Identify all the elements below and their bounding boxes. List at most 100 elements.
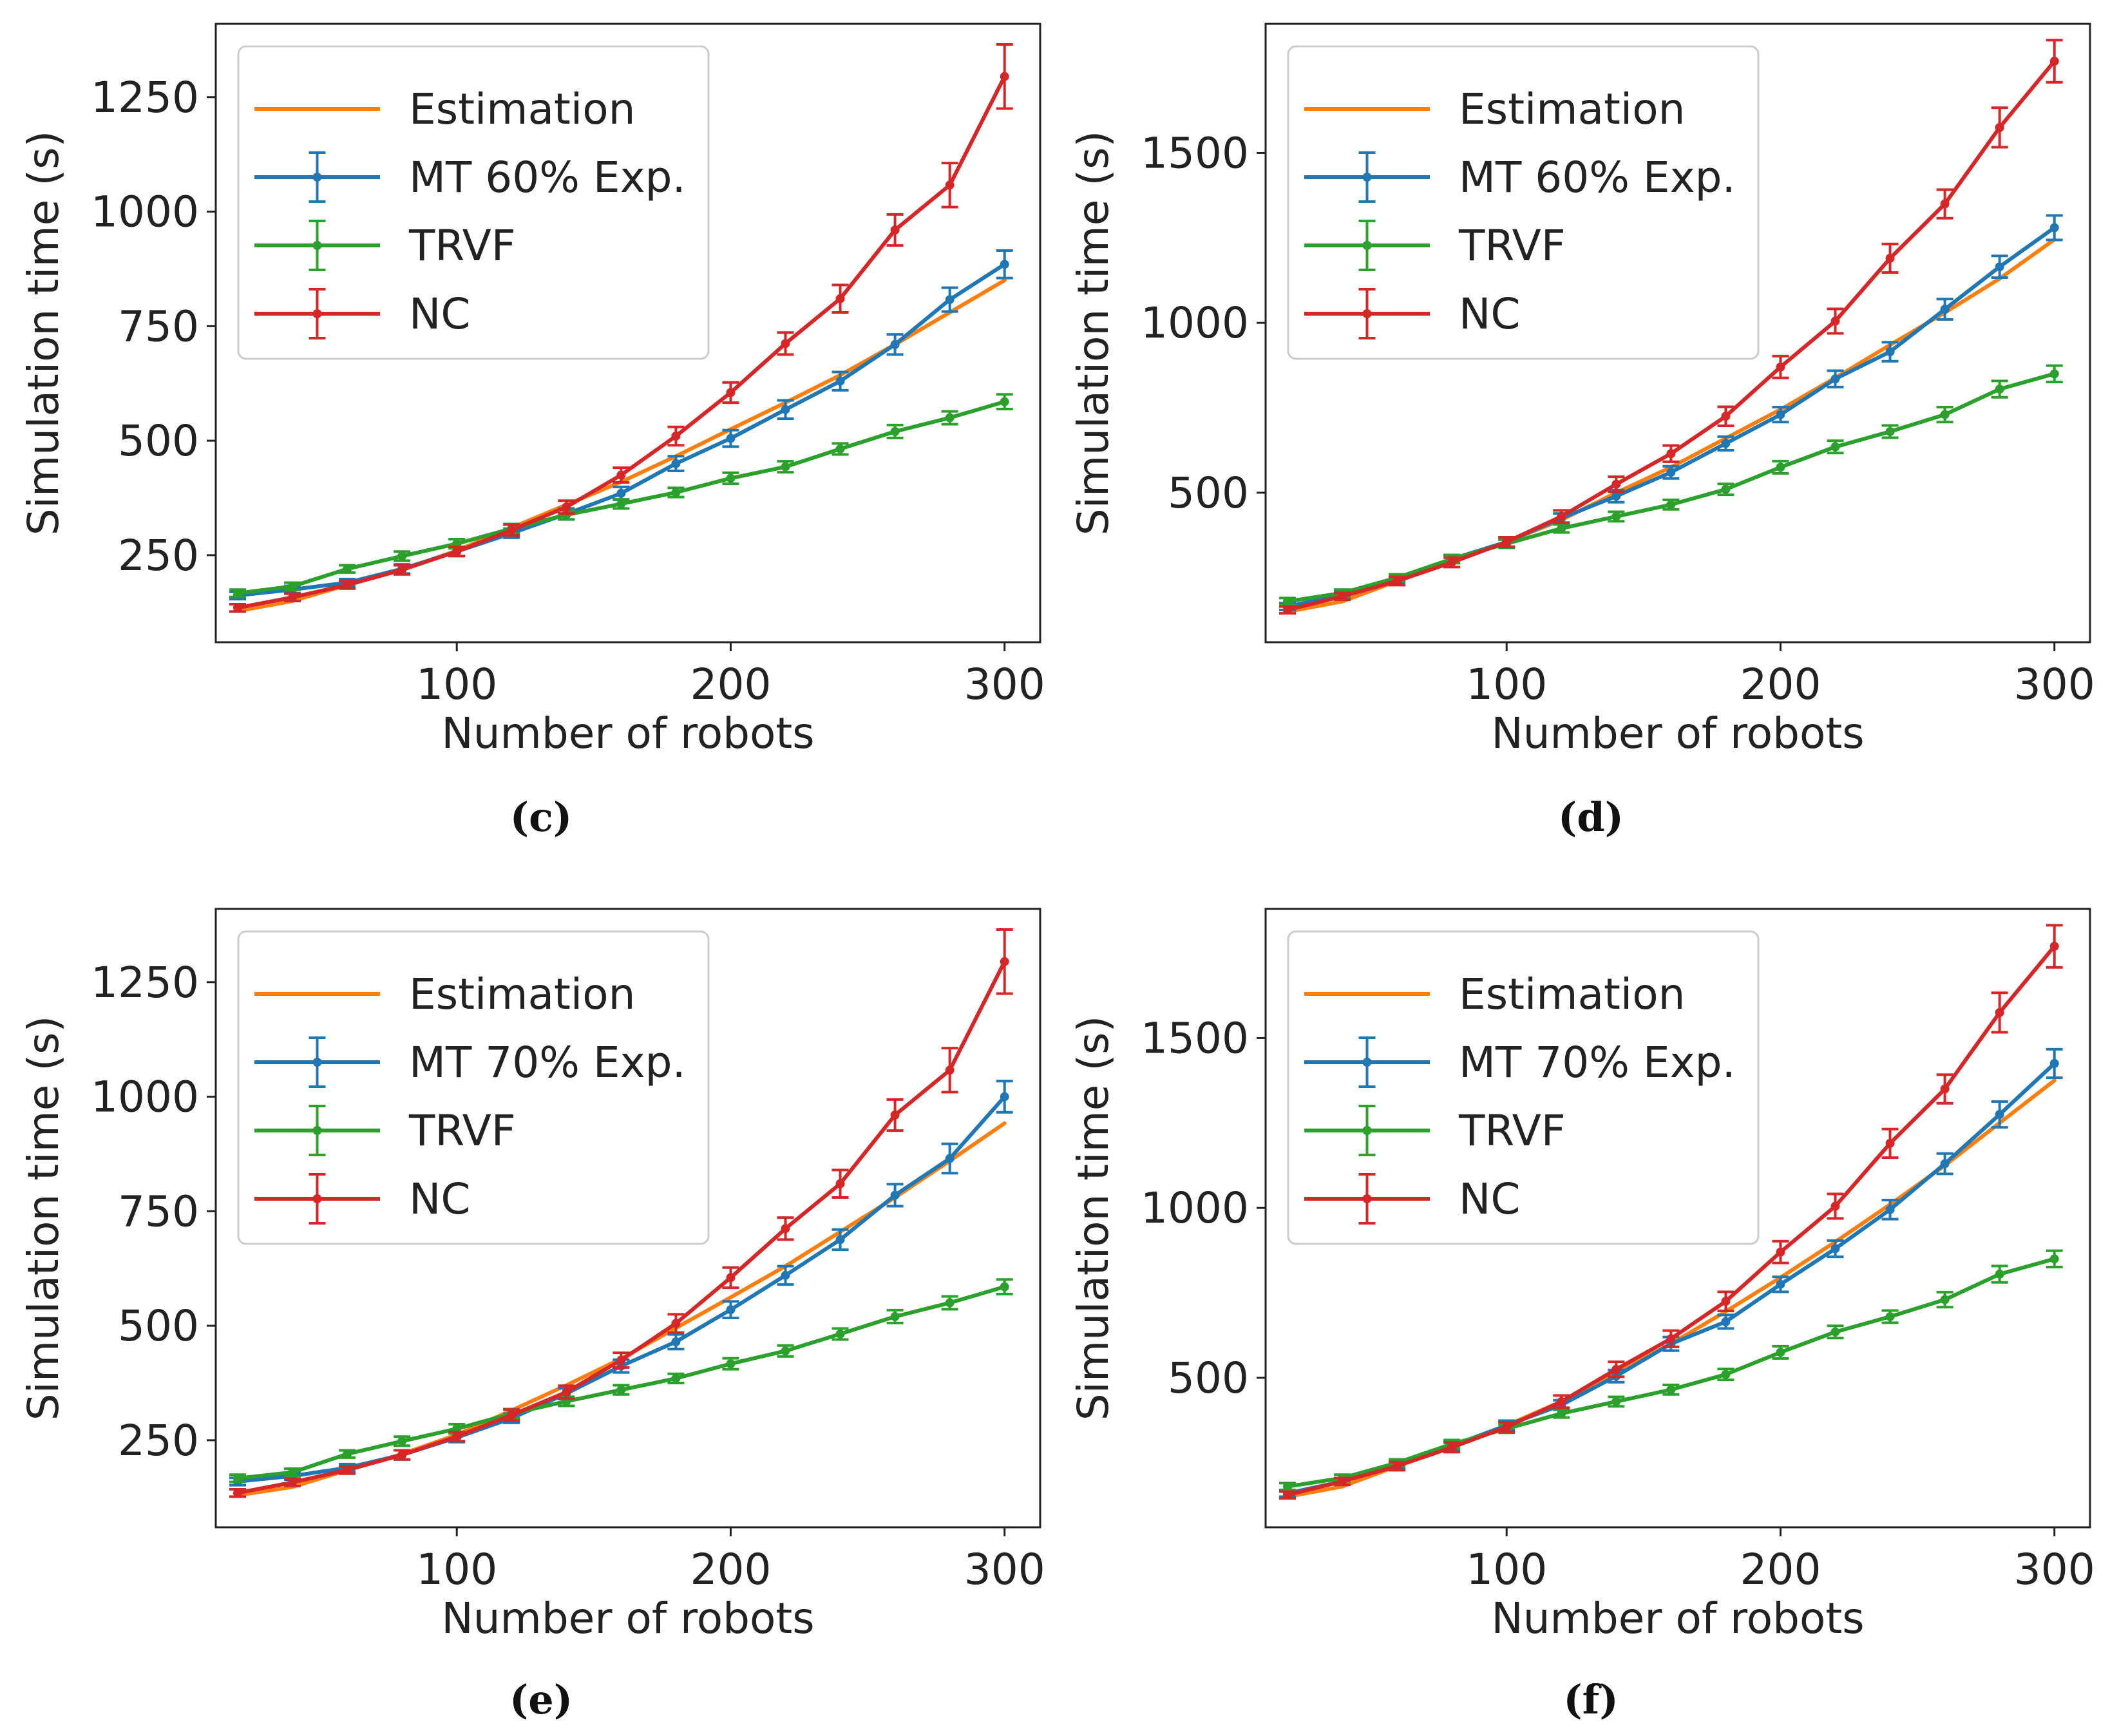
chart-panel-3: 100 200 300 250 500 750 1000 1250 Number of robo…: [19, 908, 1045, 1723]
legend-swatch-marker: [1362, 241, 1372, 250]
chart-panel-1: 100 200 300 250 500 750 1000 1250 Number of robo…: [19, 23, 1045, 841]
legend-label: TRVF: [1458, 221, 1566, 271]
legend: Estimation MT 60% Exp. TRVF NC: [1287, 45, 1760, 360]
data-point: [1940, 1295, 1950, 1304]
y-tick-label: 500: [1168, 468, 1249, 518]
legend-swatch-marker: [1362, 1194, 1372, 1203]
legend-swatch-marker: [312, 1194, 322, 1203]
data-point: [1885, 253, 1895, 263]
x-tick-label: 300: [2014, 1545, 2095, 1594]
data-point: [1885, 1312, 1895, 1321]
data-point: [1995, 1007, 2004, 1017]
data-point: [781, 405, 790, 414]
y-tick-label: 1000: [91, 1073, 199, 1122]
data-point: [343, 1449, 352, 1459]
data-point: [1666, 1385, 1676, 1395]
x-axis-title: Number of robots: [441, 1594, 814, 1643]
data-point: [616, 499, 626, 509]
legend-label: TRVF: [1458, 1106, 1566, 1156]
x-tick-label: 100: [1466, 1545, 1547, 1594]
data-point: [1611, 1364, 1621, 1374]
data-point: [507, 525, 517, 535]
data-point: [616, 1355, 626, 1365]
data-point: [1830, 1327, 1840, 1337]
data-point: [726, 473, 736, 483]
data-point: [1721, 484, 1731, 494]
data-point: [1000, 1282, 1009, 1292]
data-point: [1502, 1422, 1512, 1432]
data-point: [726, 1273, 736, 1283]
y-tick-label: 750: [118, 1187, 199, 1236]
data-point: [1666, 500, 1676, 510]
data-point: [1995, 1110, 2004, 1120]
legend-swatch-marker: [1362, 1058, 1372, 1067]
x-tick-label: 300: [964, 1545, 1045, 1594]
data-point: [1995, 122, 2004, 132]
x-tick-label: 100: [416, 1545, 497, 1594]
data-point: [781, 462, 790, 472]
data-point: [945, 295, 955, 305]
y-axis-title: Simulation time (s): [19, 131, 68, 536]
data-point: [1392, 1462, 1402, 1471]
data-point: [1338, 591, 1347, 601]
data-point: [616, 470, 626, 480]
data-point: [671, 432, 681, 441]
x-tick-label: 300: [964, 660, 1045, 709]
data-point: [1885, 347, 1895, 357]
legend-swatch-marker: [312, 241, 322, 250]
data-point: [343, 1465, 352, 1475]
data-point: [1830, 1201, 1840, 1211]
data-point: [1776, 1279, 1785, 1289]
data-point: [343, 564, 352, 574]
data-point: [1557, 1409, 1566, 1418]
data-point: [1000, 72, 1009, 81]
y-axis-title: Simulation time (s): [19, 1016, 68, 1421]
data-point: [1283, 1482, 1293, 1491]
data-point: [1885, 1138, 1895, 1148]
data-point: [452, 1432, 462, 1442]
panel-caption: (c): [510, 794, 572, 841]
data-point: [1721, 439, 1731, 448]
data-point: [1776, 1348, 1785, 1357]
legend-label: MT 70% Exp.: [1459, 1038, 1736, 1087]
legend-label: NC: [1459, 289, 1520, 339]
data-point: [397, 551, 407, 561]
data-point: [1000, 957, 1009, 966]
data-point: [671, 1373, 681, 1383]
data-point: [2049, 223, 2059, 233]
data-point: [1940, 1084, 1950, 1094]
data-point: [233, 1473, 243, 1483]
data-point: [1885, 426, 1895, 436]
legend-swatch-marker: [1362, 1126, 1372, 1135]
y-tick-label: 1250: [91, 73, 199, 122]
data-point: [890, 1111, 900, 1120]
data-point: [288, 593, 298, 602]
data-point: [2049, 942, 2059, 951]
data-point: [1283, 605, 1293, 615]
panel-caption: (f): [1563, 1676, 1618, 1723]
data-point: [726, 388, 736, 397]
y-tick-label: 500: [118, 1301, 199, 1351]
data-point: [1721, 412, 1731, 421]
legend: Estimation MT 70% Exp. TRVF NC: [1287, 930, 1760, 1245]
series-nc: [229, 43, 1013, 613]
data-point: [1666, 449, 1676, 459]
data-point: [1885, 1205, 1895, 1214]
data-point: [1557, 1397, 1566, 1406]
data-point: [233, 603, 243, 613]
data-point: [1283, 1490, 1293, 1500]
data-point: [2049, 1254, 2059, 1264]
y-axis-title: Simulation time (s): [1069, 1016, 1118, 1421]
data-point: [397, 1450, 407, 1460]
y-tick-label: 250: [118, 531, 199, 580]
y-tick-label: 500: [118, 416, 199, 466]
data-point: [1776, 463, 1785, 472]
data-point: [890, 1312, 900, 1321]
y-tick-label: 1000: [91, 187, 199, 237]
chart-panel-2: 100 200 300 500 1000 1500 Number of robots Simu…: [1069, 23, 2095, 841]
data-point: [1721, 1317, 1731, 1326]
legend: Estimation MT 60% Exp. TRVF NC: [237, 45, 710, 360]
data-point: [2049, 369, 2059, 379]
data-point: [507, 1410, 517, 1420]
